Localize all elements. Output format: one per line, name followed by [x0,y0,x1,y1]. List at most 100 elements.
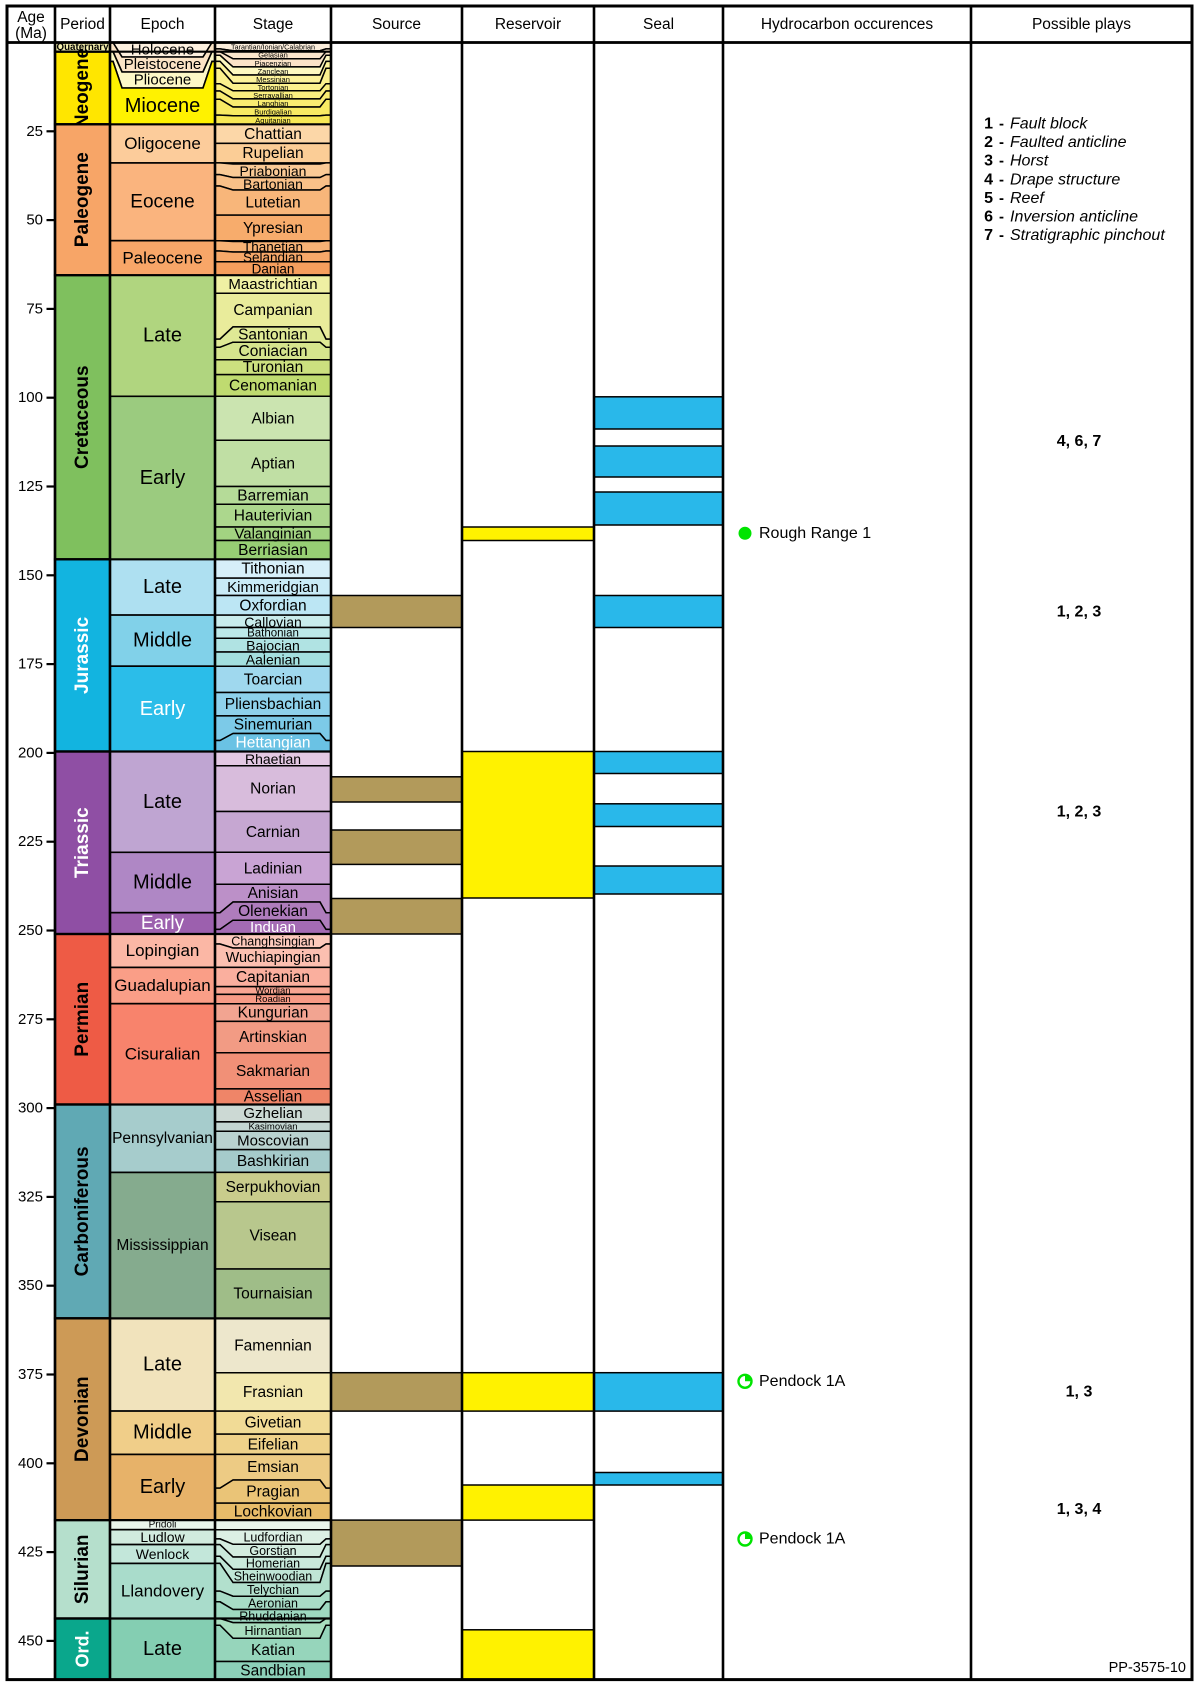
svg-text:Devonian: Devonian [72,1376,93,1462]
svg-text:Ludlow: Ludlow [140,1529,185,1545]
svg-text:Late: Late [143,791,182,813]
svg-text:Gorstian: Gorstian [249,1544,296,1558]
svg-text:Telychian: Telychian [247,1583,299,1597]
svg-text:Katian: Katian [251,1642,295,1659]
svg-text:Horst: Horst [1010,153,1049,170]
svg-text:Lochkovian: Lochkovian [234,1504,312,1521]
svg-text:Lutetian: Lutetian [245,195,300,212]
svg-text:-: - [999,171,1004,188]
svg-text:Stage: Stage [253,16,294,33]
svg-text:Burdigalian: Burdigalian [254,107,292,116]
svg-text:25: 25 [26,123,43,140]
svg-text:Hettangian: Hettangian [236,735,311,752]
svg-text:225: 225 [18,833,43,850]
svg-text:Kasimovian: Kasimovian [248,1122,297,1133]
svg-text:Danian: Danian [252,262,295,277]
svg-text:Silurian: Silurian [72,1534,93,1604]
svg-text:Possible plays: Possible plays [1032,16,1131,33]
svg-text:125: 125 [18,478,43,495]
svg-text:Middle: Middle [133,630,192,652]
svg-text:Artinskian: Artinskian [239,1029,307,1046]
svg-text:Rhuddanian: Rhuddanian [239,1610,306,1624]
svg-text:Barremian: Barremian [237,487,309,504]
svg-text:Hydrocarbon occurences: Hydrocarbon occurences [761,16,934,33]
svg-text:Reef: Reef [1010,190,1045,207]
svg-text:Kimmeridgian: Kimmeridgian [227,579,319,596]
svg-text:Wuchiapingian: Wuchiapingian [226,950,321,966]
svg-text:Callovian: Callovian [244,614,302,630]
svg-text:425: 425 [18,1544,43,1561]
svg-text:Moscovian: Moscovian [237,1132,309,1149]
svg-text:Ladinian: Ladinian [244,860,303,877]
svg-text:Late: Late [143,576,182,598]
svg-text:-: - [999,134,1004,151]
svg-text:Roadian: Roadian [255,994,290,1005]
svg-text:175: 175 [18,656,43,673]
svg-text:Aeronian: Aeronian [248,1596,298,1610]
svg-text:Fault block: Fault block [1010,116,1088,133]
svg-text:Kungurian: Kungurian [238,1005,309,1022]
svg-text:Priabonian: Priabonian [240,163,307,179]
svg-text:1, 3, 4: 1, 3, 4 [1057,1501,1102,1518]
svg-text:Asselian: Asselian [244,1089,303,1106]
svg-text:Neogene: Neogene [72,48,93,128]
svg-text:Ypresian: Ypresian [243,220,303,237]
svg-text:-: - [999,190,1004,207]
svg-text:Wenlock: Wenlock [136,1546,190,1562]
svg-text:Triassic: Triassic [72,807,93,878]
svg-text:-: - [999,227,1004,244]
svg-text:Tournaisian: Tournaisian [233,1286,312,1303]
svg-text:Oligocene: Oligocene [124,134,201,153]
svg-text:300: 300 [18,1100,43,1117]
svg-text:-: - [999,209,1004,226]
svg-text:Late: Late [143,1638,182,1660]
svg-text:Jurassic: Jurassic [72,616,93,694]
svg-text:Homerian: Homerian [246,1557,300,1571]
svg-text:Early: Early [140,1476,186,1498]
svg-text:Stratigraphic pinchout: Stratigraphic pinchout [1010,227,1165,244]
svg-text:Cenomanian: Cenomanian [229,377,317,394]
svg-text:Bashkirian: Bashkirian [237,1153,309,1170]
svg-text:Frasnian: Frasnian [243,1384,303,1401]
svg-text:Messinian: Messinian [256,75,290,84]
svg-text:Valanginian: Valanginian [234,526,311,543]
svg-text:Coniacian: Coniacian [239,343,308,360]
svg-text:Thanetian: Thanetian [243,240,303,255]
svg-text:Late: Late [143,325,182,347]
svg-text:1, 3: 1, 3 [1066,1384,1093,1401]
svg-text:Wordian: Wordian [255,986,290,997]
svg-text:Santonian: Santonian [238,327,308,344]
svg-text:Sandbian: Sandbian [240,1663,306,1680]
svg-text:1: 1 [984,116,993,133]
svg-text:Hauterivian: Hauterivian [234,508,312,525]
svg-text:Serravallian: Serravallian [253,91,293,100]
svg-text:Rupelian: Rupelian [242,145,303,162]
svg-text:Cisuralian: Cisuralian [125,1045,201,1064]
svg-text:Pragian: Pragian [246,1484,299,1501]
svg-text:Norian: Norian [250,781,296,798]
svg-text:Bartonian: Bartonian [243,176,303,192]
svg-text:Bajocian: Bajocian [246,638,300,654]
svg-text:7: 7 [984,227,993,244]
svg-text:1, 2, 3: 1, 2, 3 [1057,604,1102,621]
svg-text:4, 6, 7: 4, 6, 7 [1057,433,1102,450]
svg-text:(Ma): (Ma) [15,25,47,42]
svg-text:Selandian: Selandian [243,250,303,265]
svg-text:375: 375 [18,1366,43,1383]
svg-text:Holocene: Holocene [131,41,194,58]
svg-text:Pendock 1A: Pendock 1A [759,1531,846,1548]
svg-text:250: 250 [18,922,43,939]
svg-text:350: 350 [18,1277,43,1294]
svg-text:Mississippian: Mississippian [116,1237,208,1254]
svg-text:Rhaetian: Rhaetian [245,751,301,767]
svg-text:Epoch: Epoch [141,16,185,33]
svg-text:Paleocene: Paleocene [122,248,202,267]
svg-text:325: 325 [18,1188,43,1205]
svg-text:Late: Late [143,1354,182,1376]
svg-text:Llandovery: Llandovery [121,1582,205,1601]
svg-text:Early: Early [140,698,186,720]
svg-text:Drape structure: Drape structure [1010,171,1120,188]
svg-text:Pennsylvanian: Pennsylvanian [112,1130,213,1147]
svg-text:Olenekian: Olenekian [238,903,308,920]
svg-text:1, 2, 3: 1, 2, 3 [1057,804,1102,821]
